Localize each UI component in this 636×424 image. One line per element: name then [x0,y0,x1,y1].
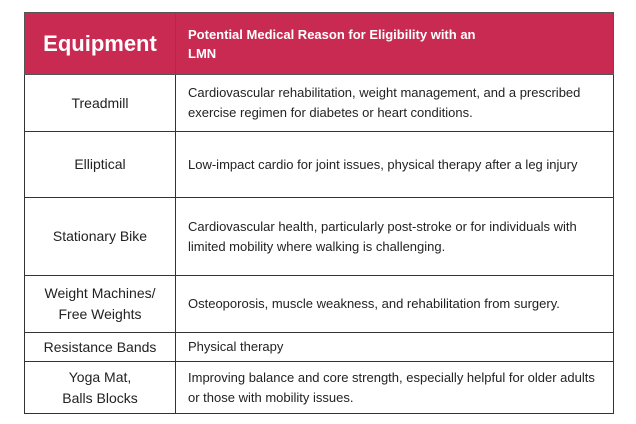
header-cell: Potential Medical Reason for Eligibility… [175,12,614,75]
table-row: Resistance Bands Physical therapy [24,332,614,362]
equipment-cell: Yoga Mat, Balls Blocks [24,361,176,414]
equipment-line: Resistance Bands [43,338,157,355]
header-row: Equipment Potential Medical Reason for E… [24,12,614,75]
equipment-line: Stationary Bike [52,228,148,244]
reason-cell: Low-impact cardio for joint issues, phys… [175,131,614,198]
reason-cell: Improving balance and core strength, esp… [175,361,614,414]
equipment-line: Balls Blocks [62,389,138,406]
table-body: Treadmill Cardiovascular rehabilitation, … [24,74,614,414]
equipment-cell: Treadmill [24,74,176,132]
equipment-cell: Stationary Bike [24,197,176,276]
equipment-line: Free Weights [58,306,142,322]
equipment-line: Treadmill [71,94,129,111]
table-row: Stationary Bike Cardiovascular health, pa… [24,197,614,276]
equipment-line: Elliptical [74,156,126,172]
reason-cell: Cardiovascular rehabilitation, weight ma… [175,74,614,132]
equipment-line: Yoga Mat, [68,368,132,385]
eligibility-table: Equipment Potential Medical Reason for E… [24,12,614,414]
table-row: Elliptical Low-impact cardio for joint is… [24,131,614,198]
table-row: Treadmill Cardiovascular rehabilitation, … [24,74,614,132]
table-row: Weight Machines/Free Weights Osteoporosis… [24,275,614,333]
equipment-cell: Weight Machines/Free Weights [24,275,176,333]
header-cell: Equipment [24,12,176,75]
reason-cell: Physical therapy [175,332,614,362]
table-row: Yoga Mat, Balls Blocks Improving balance a… [24,361,614,414]
header-text: Potential Medical Reason for Eligibility… [188,26,476,61]
reason-cell: Cardiovascular health, particularly post… [175,197,614,276]
equipment-cell: Elliptical [24,131,176,198]
equipment-line: Weight Machines/ [44,285,156,301]
equipment-cell: Resistance Bands [24,332,176,362]
reason-cell: Osteoporosis, muscle weakness, and rehab… [175,275,614,333]
